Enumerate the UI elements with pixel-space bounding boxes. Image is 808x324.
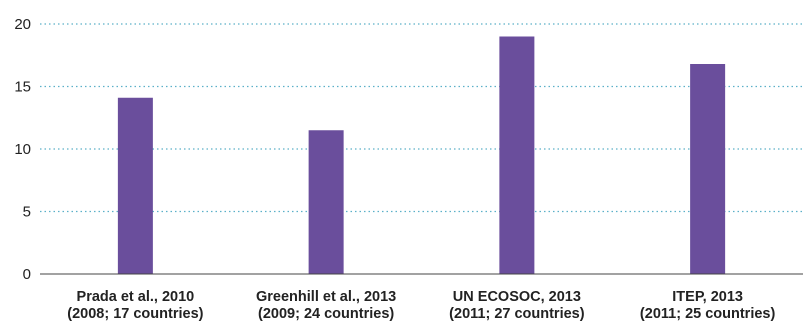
x-category-label-line2: (2011; 27 countries) — [449, 306, 585, 322]
x-category-label-line1: Prada et al., 2010 — [77, 289, 195, 305]
y-tick-label: 5 — [23, 204, 31, 221]
y-axis-tick-labels: 0 5 10 15 20 — [14, 16, 31, 283]
y-tick-label: 20 — [14, 16, 31, 33]
x-category-label-line2: (2011; 25 countries) — [640, 306, 776, 322]
x-category-label-line2: (2008; 17 countries) — [67, 306, 203, 322]
bar-3 — [690, 64, 726, 274]
x-category-label-line1: UN ECOSOC, 2013 — [453, 289, 581, 305]
x-axis-category-labels: Prada et al., 2010(2008; 17 countries) Gr… — [67, 289, 775, 322]
bar-1 — [308, 130, 344, 274]
y-tick-label: 15 — [14, 79, 31, 96]
x-category-label-line1: ITEP, 2013 — [672, 289, 743, 305]
x-category-label-line1: Greenhill et al., 2013 — [256, 289, 396, 305]
bars — [117, 36, 726, 274]
x-category-label-line2: (2009; 24 countries) — [258, 306, 394, 322]
bar-2 — [499, 36, 535, 274]
y-tick-label: 10 — [14, 141, 31, 158]
grid-lines — [40, 23, 803, 213]
y-tick-label: 0 — [23, 266, 31, 283]
bar-0 — [117, 97, 153, 274]
